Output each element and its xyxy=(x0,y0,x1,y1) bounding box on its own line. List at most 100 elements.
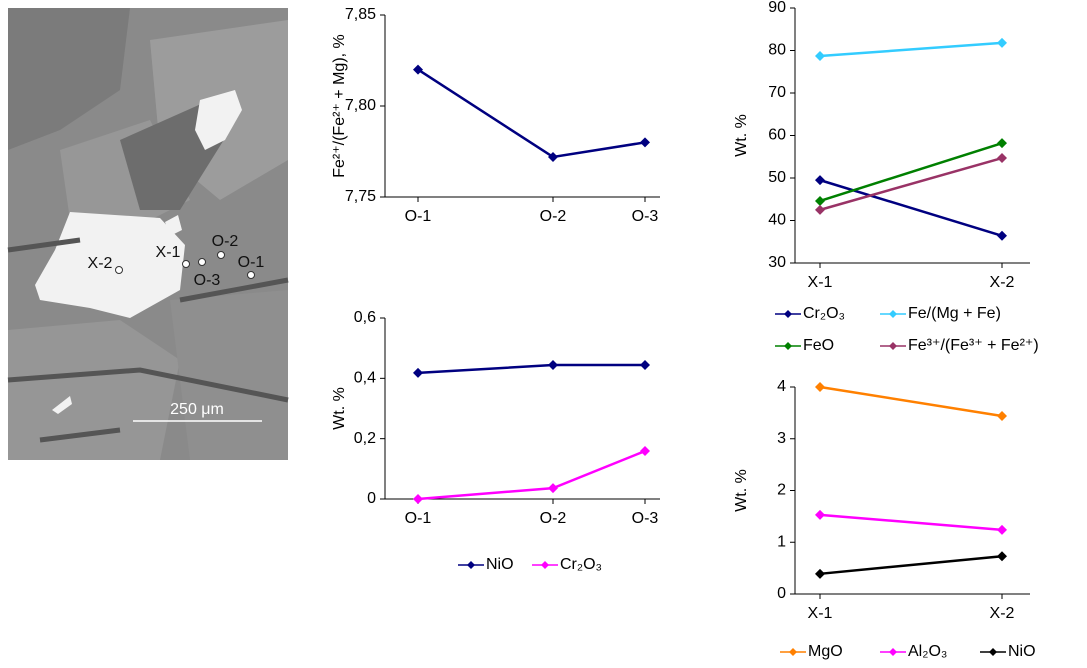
y-tick-label: 90 xyxy=(768,0,786,16)
series-line xyxy=(417,363,645,375)
scale-bar-label: 250 μm xyxy=(170,401,224,418)
point-label: X-1 xyxy=(156,244,181,261)
bright-grain xyxy=(195,90,242,150)
point xyxy=(115,266,123,274)
grain xyxy=(8,8,130,150)
bright-grain xyxy=(165,215,182,236)
bright-grain xyxy=(35,212,185,318)
y-tick-label: 4 xyxy=(777,378,786,395)
point xyxy=(640,360,650,371)
point xyxy=(997,524,1007,535)
y-tick-label: 0,4 xyxy=(354,370,376,387)
y-tick-label: 7,75 xyxy=(345,188,376,205)
point xyxy=(640,446,650,457)
legend-label: Cr₂O₃ xyxy=(560,556,602,573)
point xyxy=(997,410,1007,421)
y-axis-label: Fe²⁺/(Fe²⁺ + Mg), % xyxy=(331,34,348,178)
legend-label: NiO xyxy=(486,556,514,573)
point-label: O-1 xyxy=(238,254,265,271)
y-tick-label: 50 xyxy=(768,169,786,186)
y-tick-label: 70 xyxy=(768,84,786,101)
x-tick-label: O-3 xyxy=(632,510,659,527)
point xyxy=(997,551,1007,562)
bright-grain xyxy=(52,396,72,414)
point xyxy=(413,367,423,378)
y-tick-label: 7,80 xyxy=(345,97,376,114)
point xyxy=(413,64,423,75)
x-tick-label: X-1 xyxy=(808,274,833,291)
point xyxy=(247,271,255,279)
x-tick-label: O-1 xyxy=(405,510,432,527)
grain xyxy=(8,320,180,460)
point xyxy=(815,204,825,215)
point xyxy=(640,137,650,148)
point xyxy=(815,509,825,520)
point xyxy=(997,230,1007,241)
x-tick-label: O-2 xyxy=(540,208,567,225)
legend-label: Al₂O₃ xyxy=(908,643,947,660)
point xyxy=(815,175,825,186)
legend-marker xyxy=(784,310,792,318)
point xyxy=(815,51,825,62)
series-line xyxy=(819,141,1003,203)
y-tick-label: 0,2 xyxy=(354,430,376,447)
legend-label: NiO xyxy=(1008,643,1036,660)
y-tick-label: 30 xyxy=(768,254,786,271)
legend-marker xyxy=(889,310,897,318)
y-tick-label: 0 xyxy=(777,585,786,602)
legend-label: Fe³⁺/(Fe³⁺ + Fe²⁺) xyxy=(908,337,1039,354)
point xyxy=(548,483,558,494)
legend-marker xyxy=(789,648,797,656)
legend-marker xyxy=(989,648,997,656)
y-tick-label: 60 xyxy=(768,127,786,144)
y-tick-label: 0,6 xyxy=(354,309,376,326)
legend-label: FeO xyxy=(803,337,834,354)
y-tick-label: 2 xyxy=(777,482,786,499)
legend-label: Fe/(Mg + Fe) xyxy=(908,305,1001,322)
grain xyxy=(170,290,288,460)
y-axis-label: Wt. % xyxy=(733,469,750,512)
point-label: X-2 xyxy=(88,255,113,272)
y-tick-label: 3 xyxy=(777,430,786,447)
y-tick-label: 40 xyxy=(768,212,786,229)
series-line xyxy=(819,554,1003,576)
point xyxy=(548,360,558,371)
y-axis-label: Wt. % xyxy=(331,387,348,430)
y-tick-label: 80 xyxy=(768,42,786,59)
legend-marker xyxy=(889,342,897,350)
y-axis-label: Wt. % xyxy=(733,114,750,157)
point xyxy=(815,382,825,392)
y-tick-label: 1 xyxy=(777,533,786,550)
y-tick-label: 0 xyxy=(367,490,376,507)
series-line xyxy=(819,41,1003,58)
legend-label: Cr₂O₃ xyxy=(803,305,845,322)
x-tick-label: X-2 xyxy=(990,274,1015,291)
crack xyxy=(7,237,289,443)
point xyxy=(182,260,190,268)
point-label: O-2 xyxy=(212,233,239,250)
point xyxy=(815,195,825,206)
legend-label: MgO xyxy=(808,643,843,660)
legend-marker xyxy=(541,561,549,569)
point xyxy=(198,258,206,266)
series-line xyxy=(417,68,646,159)
point-label: O-3 xyxy=(194,272,221,289)
legend-marker xyxy=(784,342,792,350)
point xyxy=(997,153,1007,164)
legend-marker xyxy=(889,648,897,656)
x-tick-label: X-1 xyxy=(808,605,833,622)
series-line xyxy=(819,513,1003,532)
series-line xyxy=(819,385,1003,418)
series-line xyxy=(819,178,1003,237)
x-tick-label: X-2 xyxy=(990,605,1015,622)
x-tick-label: O-2 xyxy=(540,510,567,527)
point xyxy=(548,151,558,162)
legend-marker xyxy=(467,561,475,569)
micrograph: X-2 X-1 O-2 O-3 O-1 250 μm xyxy=(7,8,289,460)
point xyxy=(997,138,1007,149)
point xyxy=(217,251,225,259)
point xyxy=(413,494,423,504)
point xyxy=(997,37,1007,48)
